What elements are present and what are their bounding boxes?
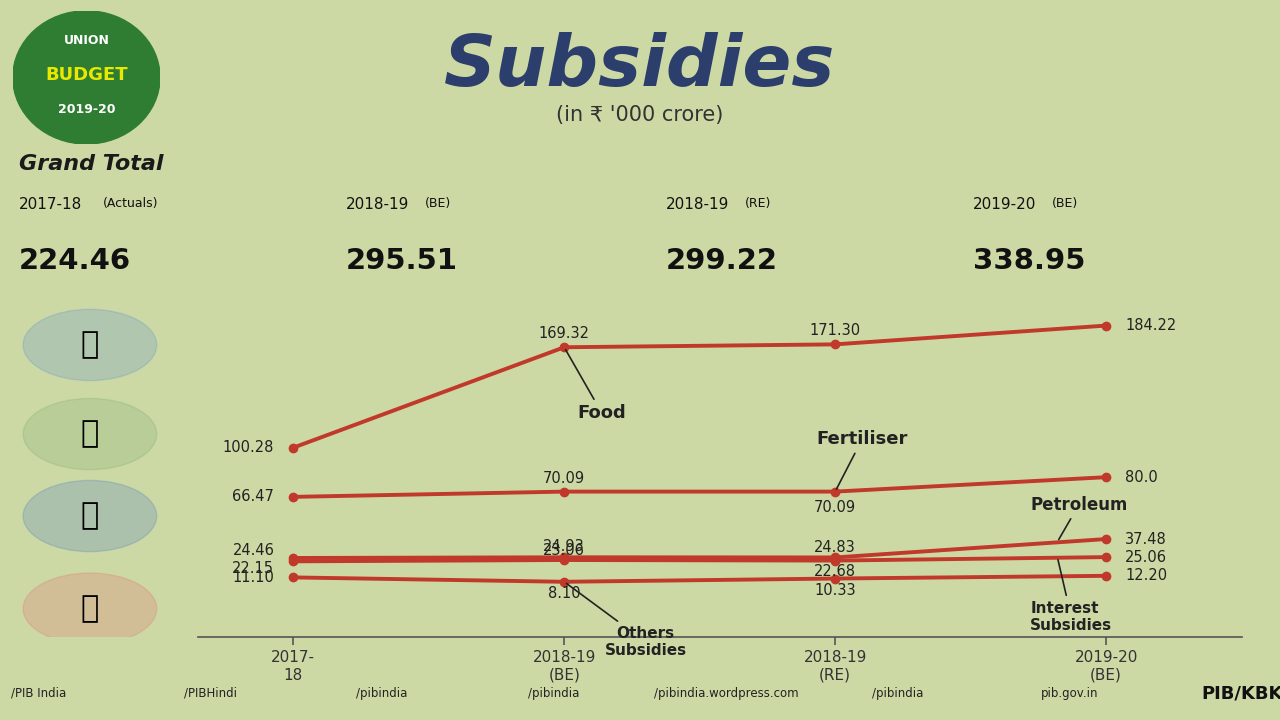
Ellipse shape xyxy=(13,11,160,144)
Text: 24.83: 24.83 xyxy=(814,539,856,554)
Text: 80.0: 80.0 xyxy=(1125,469,1158,485)
Text: 100.28: 100.28 xyxy=(223,440,274,455)
Text: 2018-19: 2018-19 xyxy=(346,197,410,212)
Text: 22.15: 22.15 xyxy=(232,562,274,576)
Text: 💳: 💳 xyxy=(81,594,99,624)
Text: 169.32: 169.32 xyxy=(539,325,590,341)
Ellipse shape xyxy=(23,573,156,644)
Text: 24.93: 24.93 xyxy=(543,539,585,554)
Ellipse shape xyxy=(23,310,156,381)
Text: 2019-20: 2019-20 xyxy=(973,197,1037,212)
Text: 70.09: 70.09 xyxy=(543,471,585,486)
Text: (BE): (BE) xyxy=(425,197,452,210)
Text: (RE): (RE) xyxy=(745,197,772,210)
Text: PIB/KBK: PIB/KBK xyxy=(1201,684,1280,702)
Text: Petroleum: Petroleum xyxy=(1030,495,1128,539)
Text: 11.10: 11.10 xyxy=(233,570,274,585)
Text: 37.48: 37.48 xyxy=(1125,531,1167,546)
Text: /pibindia: /pibindia xyxy=(872,686,923,700)
Text: 299.22: 299.22 xyxy=(666,247,778,274)
Text: 12.20: 12.20 xyxy=(1125,568,1167,583)
Text: 10.33: 10.33 xyxy=(814,583,856,598)
Text: Subsidies: Subsidies xyxy=(444,32,836,102)
Text: 70.09: 70.09 xyxy=(814,500,856,516)
Text: ⛽: ⛽ xyxy=(81,502,99,531)
Text: 25.06: 25.06 xyxy=(1125,549,1167,564)
Text: 2019-20: 2019-20 xyxy=(58,103,115,116)
Text: 24.46: 24.46 xyxy=(233,543,274,558)
Text: (in ₹ '000 crore): (in ₹ '000 crore) xyxy=(557,105,723,125)
Text: Grand Total: Grand Total xyxy=(19,154,164,174)
Text: 2018-19: 2018-19 xyxy=(666,197,730,212)
Text: 🌾: 🌾 xyxy=(81,420,99,449)
Text: UNION: UNION xyxy=(64,34,109,47)
Text: (BE): (BE) xyxy=(1052,197,1079,210)
Text: 184.22: 184.22 xyxy=(1125,318,1176,333)
Text: /PIB India: /PIB India xyxy=(10,686,67,700)
Text: /pibindia: /pibindia xyxy=(357,686,408,700)
Text: 224.46: 224.46 xyxy=(19,247,132,274)
Text: /PIBHindi: /PIBHindi xyxy=(184,686,237,700)
Text: 2017-18: 2017-18 xyxy=(19,197,82,212)
Text: 22.68: 22.68 xyxy=(814,564,856,579)
Text: (Actuals): (Actuals) xyxy=(102,197,157,210)
Text: 338.95: 338.95 xyxy=(973,247,1085,274)
Text: 171.30: 171.30 xyxy=(809,323,860,338)
Text: 295.51: 295.51 xyxy=(346,247,458,274)
Text: Others
Subsidies: Others Subsidies xyxy=(567,583,686,658)
Text: /pibindia: /pibindia xyxy=(529,686,580,700)
Text: pib.gov.in: pib.gov.in xyxy=(1041,686,1098,700)
Text: 🥗: 🥗 xyxy=(81,330,99,359)
Text: 8.10: 8.10 xyxy=(548,586,581,601)
Text: 23.06: 23.06 xyxy=(543,543,585,558)
Text: 66.47: 66.47 xyxy=(233,490,274,505)
Text: /pibindia.wordpress.com: /pibindia.wordpress.com xyxy=(654,686,799,700)
Text: BUDGET: BUDGET xyxy=(45,66,128,84)
Ellipse shape xyxy=(23,398,156,469)
Ellipse shape xyxy=(23,480,156,552)
Text: Fertiliser: Fertiliser xyxy=(817,430,908,489)
Text: Interest
Subsidies: Interest Subsidies xyxy=(1030,560,1112,633)
Text: Food: Food xyxy=(566,350,626,423)
